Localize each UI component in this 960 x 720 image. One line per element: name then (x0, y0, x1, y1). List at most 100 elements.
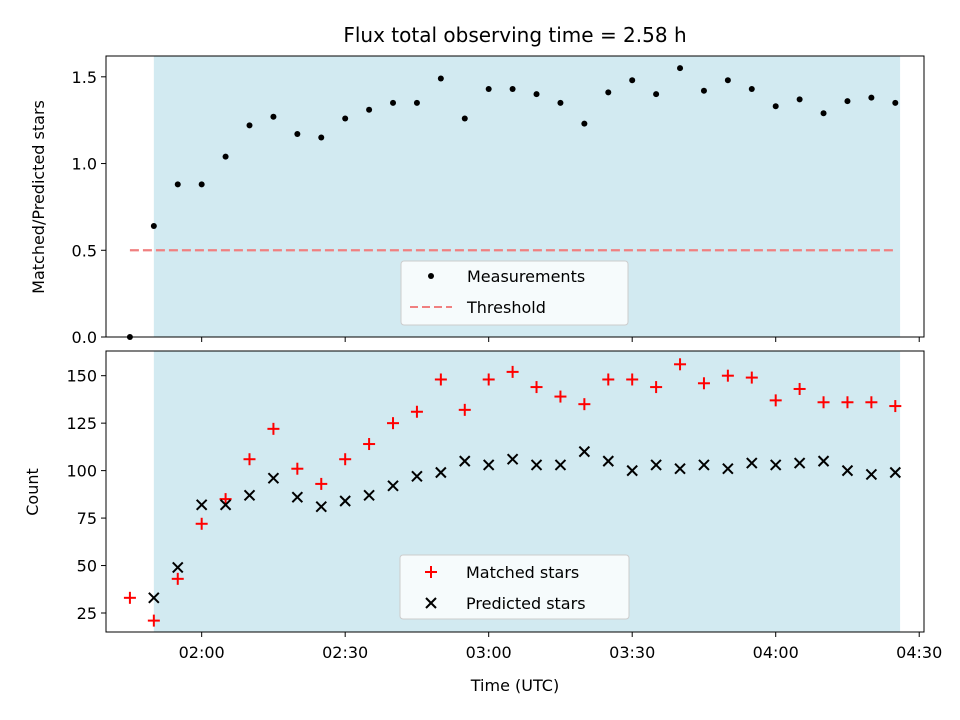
matched-stars-point (793, 382, 806, 395)
predicted-stars-point (387, 480, 399, 492)
measurements-point (844, 98, 851, 105)
measurements-point (820, 110, 827, 117)
matched-stars-point (123, 591, 136, 604)
measurements-point (461, 115, 468, 122)
measurements-point (796, 96, 803, 103)
matched-stars-point (697, 377, 710, 390)
top-panel-frame (105, 55, 925, 338)
bottom-y-tick-label: 150 (66, 367, 97, 386)
matched-stars-point (889, 400, 902, 413)
measurements-point (581, 120, 588, 127)
matched-stars-point (315, 477, 328, 490)
matched-stars-point (147, 614, 160, 627)
matched-stars-point (554, 390, 567, 403)
predicted-stars-point (339, 495, 351, 507)
x-tick-label: 03:30 (609, 643, 655, 662)
measurements-point (724, 77, 731, 84)
predicted-stars-point (746, 457, 758, 469)
measurements-point (294, 131, 301, 138)
measurements-point (174, 181, 181, 188)
predicted-stars-point (865, 468, 878, 481)
legend-matched-marker (425, 566, 437, 578)
measurements-point (198, 181, 205, 188)
predicted-stars-point (459, 455, 471, 467)
matched-stars-point (865, 396, 878, 409)
matched-stars-point (817, 396, 830, 409)
measurements-point (318, 134, 325, 141)
measurements-point (150, 222, 157, 229)
measurements-point (868, 94, 875, 101)
top-panel: 0.0 0.5 1.0 1.5 Matched/Predicted stars Mea… (29, 55, 925, 347)
chart-title: Flux total observing time = 2.58 h (343, 23, 686, 47)
predicted-stars-point (435, 466, 447, 479)
matched-stars-point (745, 371, 758, 384)
matched-stars-point (578, 398, 591, 411)
predicted-stars-point (578, 445, 591, 458)
measurements-point (342, 115, 349, 122)
measurements-point (509, 85, 516, 92)
matched-stars-point (769, 394, 782, 407)
predicted-stars-point (793, 457, 806, 469)
top-legend-box (400, 260, 629, 326)
top-y-tick-label: 1.5 (72, 68, 97, 87)
measurements-point (222, 153, 229, 160)
predicted-stars-point (698, 459, 710, 471)
predicted-stars-point (243, 489, 256, 502)
bottom-y-axis-label: Count (23, 468, 42, 516)
top-y-tick-label: 0.5 (72, 241, 97, 260)
matched-stars-point (267, 422, 280, 435)
matched-stars-point (171, 572, 184, 585)
predicted-stars-point (650, 459, 662, 471)
measurements-point (653, 91, 660, 98)
top-y-tick-label: 0.0 (72, 328, 97, 347)
measurements-point (390, 99, 397, 106)
predicted-stars-point (219, 499, 232, 511)
matched-stars-point (339, 453, 352, 466)
legend-measurements-marker (428, 273, 434, 279)
matched-stars-point (650, 381, 663, 394)
predicted-stars-point (530, 459, 543, 471)
predicted-stars-point (411, 470, 423, 483)
x-tick-label: 02:00 (179, 643, 225, 662)
bottom-legend: Matched stars Predicted stars (399, 554, 630, 620)
matched-stars-point (243, 453, 256, 466)
predicted-stars-point (889, 466, 902, 479)
measurements-point (533, 91, 540, 98)
measurements-point (485, 85, 492, 92)
legend-measurements-label: Measurements (467, 267, 585, 286)
matched-stars-point (482, 373, 495, 386)
x-tick-label: 03:00 (466, 643, 512, 662)
matched-stars-point (434, 373, 447, 386)
x-tick-label: 04:30 (896, 643, 942, 662)
legend-predicted-marker (425, 597, 437, 609)
bottom-y-tick-label: 125 (66, 414, 97, 433)
bottom-panel: 25 50 75 100 125 150 02:00 02:30 03:00 03:30 04:00… (23, 350, 942, 695)
matched-stars-point (458, 403, 471, 416)
measurements-point (270, 113, 277, 120)
predicted-stars-point (722, 463, 734, 475)
x-tick-label: 04:00 (753, 643, 799, 662)
measurements-point (605, 89, 612, 96)
predicted-stars-point (315, 500, 327, 513)
matched-stars-point (530, 381, 543, 394)
bottom-y-tick-label: 25 (77, 604, 97, 623)
x-axis-label: Time (UTC) (470, 676, 559, 695)
predicted-stars-point (602, 455, 614, 467)
legend-matched-label: Matched stars (466, 563, 579, 582)
predicted-stars-point (195, 499, 208, 511)
predicted-stars-point (482, 459, 495, 471)
legend-threshold-label: Threshold (466, 298, 546, 317)
top-y-tick-label: 1.0 (72, 155, 97, 174)
measurements-point (629, 77, 636, 84)
predicted-stars-point (506, 453, 519, 465)
matched-stars-point (410, 405, 423, 418)
measurements-point (700, 87, 707, 94)
bottom-legend-box (399, 554, 630, 620)
matched-stars-point (506, 365, 519, 378)
matched-stars-point (841, 396, 854, 409)
measurements-point (772, 103, 779, 110)
bottom-y-tick-label: 100 (66, 462, 97, 481)
matched-stars-point (363, 438, 376, 451)
measurements-point (557, 99, 564, 106)
